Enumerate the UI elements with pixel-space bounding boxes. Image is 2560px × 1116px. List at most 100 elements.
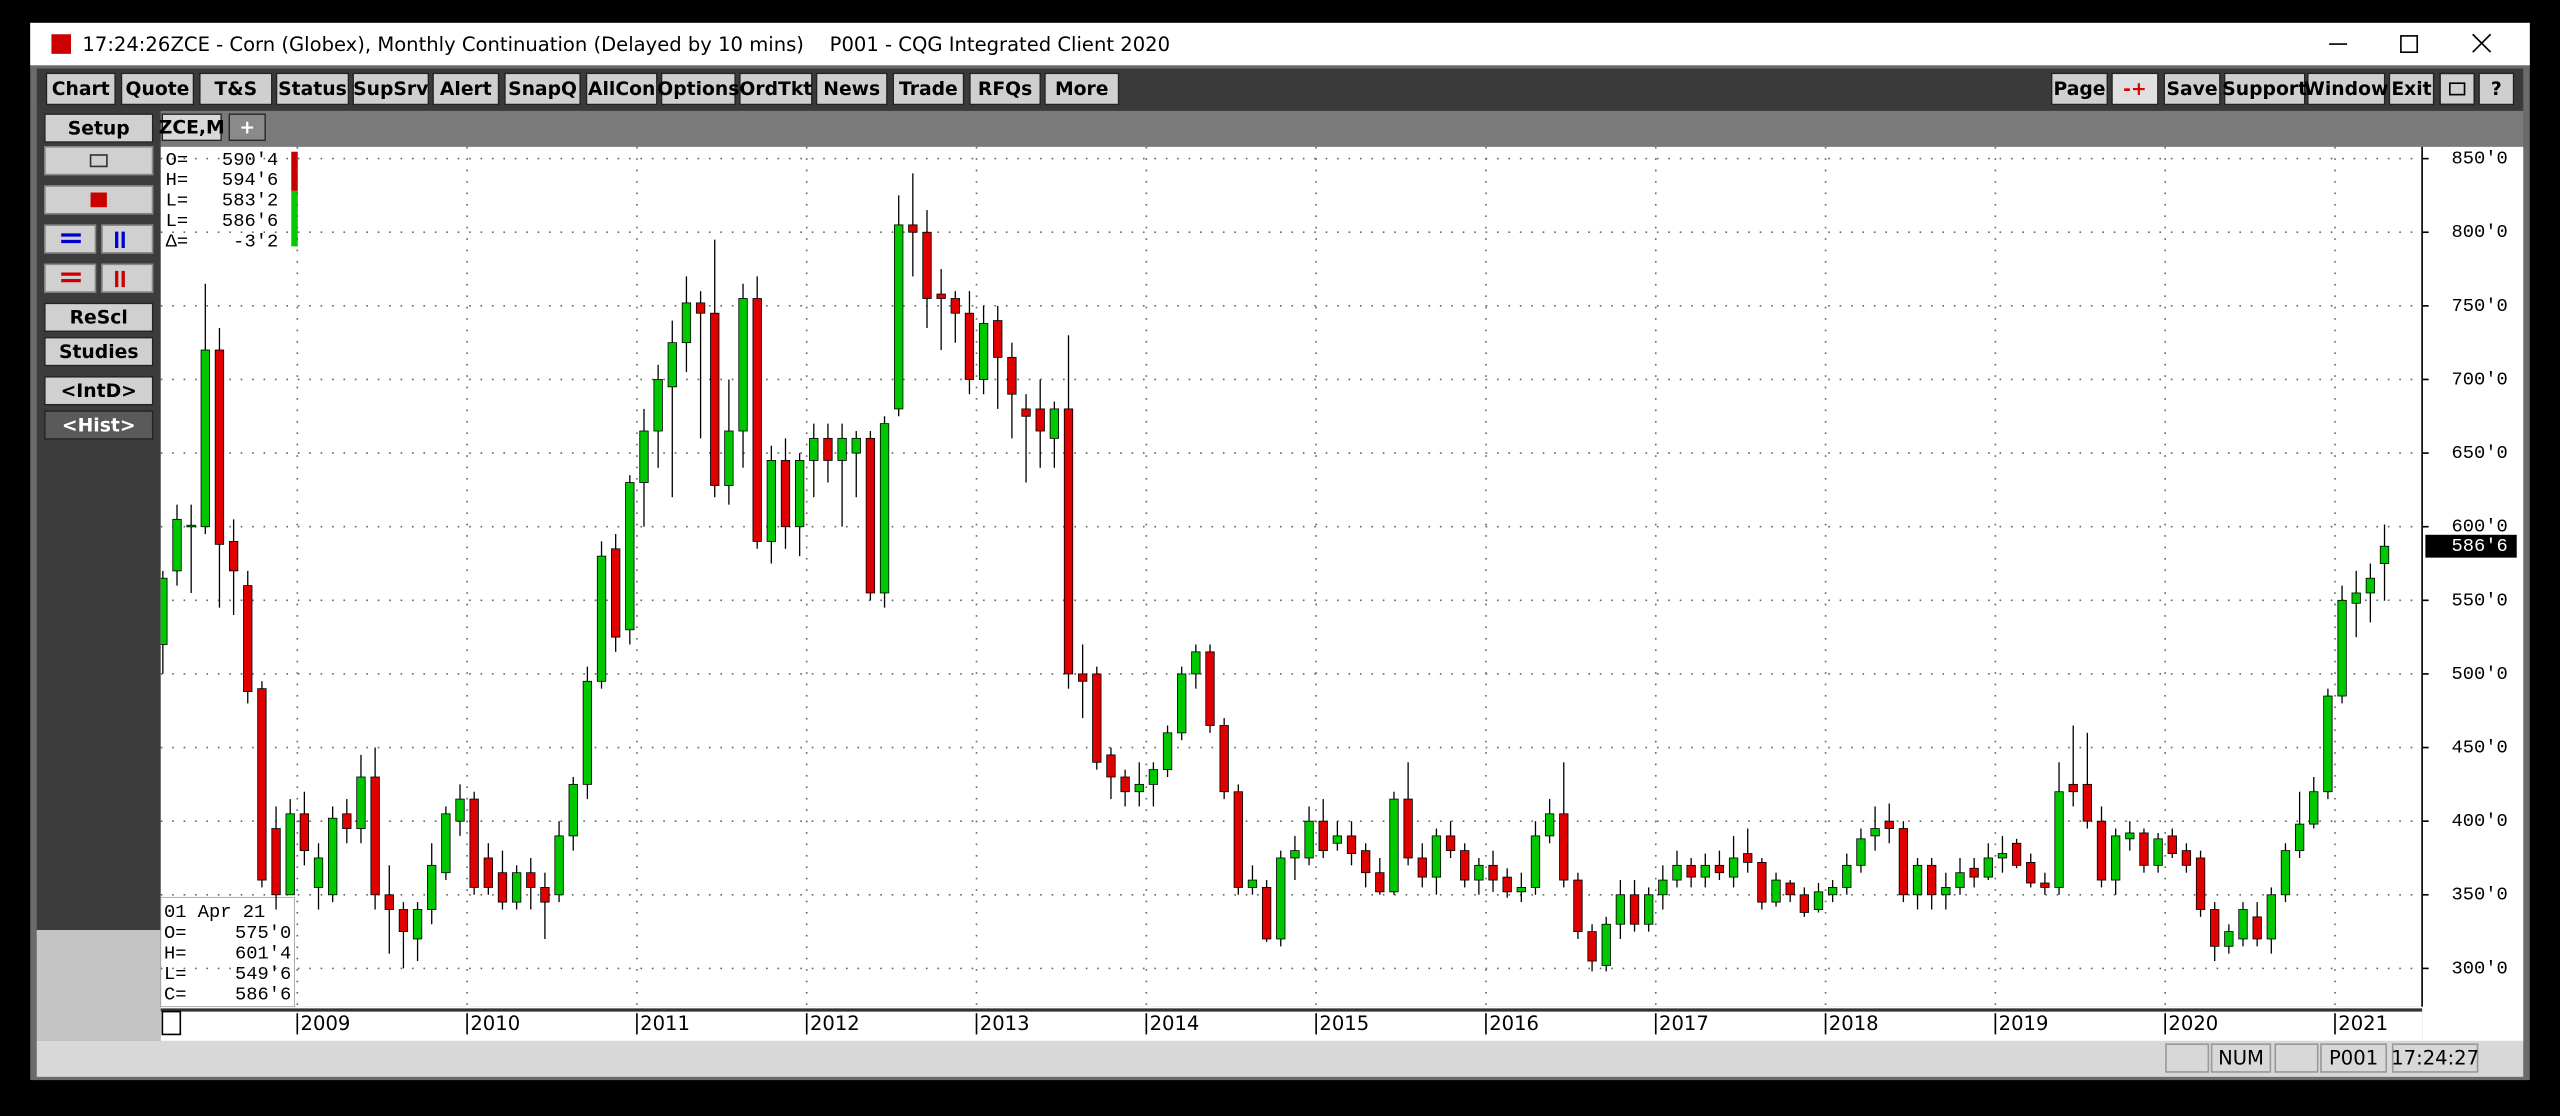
toolbar-button[interactable] [2111, 72, 2159, 106]
toolbar-button[interactable] [120, 72, 195, 106]
toolbar-button[interactable] [2051, 72, 2108, 106]
candle-body [1219, 725, 1229, 793]
side-button[interactable] [44, 376, 154, 406]
toolbar-button[interactable] [432, 72, 500, 106]
toolbar-button[interactable] [352, 72, 429, 106]
status-field [2391, 1043, 2479, 1073]
candle-body [2252, 916, 2262, 940]
toolbar-button[interactable] [275, 72, 350, 106]
candle-body [667, 342, 677, 388]
candle-body [2011, 842, 2022, 866]
candle-body [2195, 857, 2206, 910]
restore-button[interactable] [2439, 72, 2476, 106]
candle-body [681, 302, 692, 344]
readout-key: H= [166, 169, 189, 191]
tool-button[interactable] [44, 224, 97, 254]
readout-key: L= [166, 210, 189, 232]
candle-body [441, 813, 451, 874]
print-button[interactable] [44, 146, 154, 176]
toolbar-button-label: SnapQ [508, 79, 577, 100]
candle-body [412, 909, 423, 940]
candle-body [214, 349, 225, 545]
toolbar-button[interactable] [2163, 72, 2221, 106]
toolbar-button-label: Alert [440, 79, 492, 100]
candle-body [1318, 820, 1328, 852]
candle-body [2167, 835, 2177, 854]
readout-key: C= [164, 983, 187, 1005]
toolbar-button[interactable] [585, 72, 658, 106]
y-tick-label: 450'0 [2451, 737, 2507, 759]
candle-body [1955, 872, 1965, 888]
candle-body [1615, 894, 1626, 925]
candle-body [936, 293, 946, 299]
candle-body [455, 798, 465, 822]
y-tick-label: 300'0 [2451, 957, 2507, 979]
toolbar-button[interactable] [660, 72, 736, 106]
candle-body [172, 518, 182, 572]
candle-body [1728, 857, 1739, 878]
toolbar-button[interactable] [45, 72, 116, 106]
candle-body [1488, 864, 1498, 881]
candle-body [950, 298, 960, 314]
tool-button[interactable] [101, 224, 154, 254]
toolbar-button-label: Exit [2391, 79, 2431, 100]
candle-body [1460, 850, 1470, 881]
side-button[interactable] [44, 410, 154, 440]
candle-body [1686, 864, 1696, 878]
candle-body [809, 437, 819, 461]
toolbar-button[interactable] [2307, 72, 2386, 106]
toolbar-button[interactable] [2224, 72, 2306, 106]
tab[interactable] [161, 113, 222, 141]
candle-body [1785, 882, 1795, 896]
candle-body [342, 813, 352, 829]
toolbar-button[interactable] [892, 72, 965, 106]
candle-body [1714, 864, 1725, 874]
candle-body [582, 680, 593, 785]
scroll-box[interactable] [161, 1010, 182, 1036]
toolbar-button[interactable] [969, 72, 1041, 106]
candle-body [639, 430, 649, 483]
toolbar-button[interactable] [739, 72, 813, 106]
new-tab[interactable] [228, 113, 266, 141]
candle-body [1092, 673, 1102, 763]
candles [160, 173, 2390, 972]
candle-body [993, 320, 1003, 358]
toolbar-button[interactable] [815, 72, 888, 106]
y-tick-label: 850'0 [2451, 148, 2507, 170]
toolbar-button[interactable] [2388, 72, 2435, 106]
toolbar-button[interactable] [2478, 72, 2515, 106]
close[interactable] [2472, 33, 2492, 53]
candle-body [1134, 783, 1144, 793]
maximize[interactable] [2400, 35, 2419, 54]
toolbar-button-label: ? [2491, 79, 2502, 100]
candle-body [1601, 923, 1611, 966]
status-bar [36, 1040, 2524, 1077]
side-button[interactable] [44, 302, 154, 332]
candle-body [554, 835, 564, 896]
candle-body [2238, 909, 2248, 940]
tool-button[interactable] [44, 263, 97, 293]
toolbar-button-label: Page [2053, 79, 2105, 100]
x-tick-label: 2014 [1150, 1012, 1200, 1035]
candle-body [695, 302, 706, 314]
toolbar-button[interactable] [504, 72, 581, 106]
candle-body [1969, 867, 1979, 878]
toolbar-button-label: RFQs [978, 79, 1032, 100]
candle-body [1332, 835, 1343, 844]
toolbar-button[interactable] [199, 72, 273, 106]
tool-button[interactable] [101, 263, 154, 293]
candle-body [200, 349, 210, 528]
candle-body [2139, 832, 2149, 866]
readout-value: 601'4 [235, 943, 291, 965]
x-tick-label: 2021 [2338, 1012, 2388, 1035]
toolbar-button[interactable] [1044, 72, 1120, 106]
readout-value: 590'4 [222, 149, 278, 171]
candle-body [285, 813, 295, 896]
tab-label: ZCE,M [159, 118, 225, 139]
y-tick-label: 400'0 [2451, 810, 2507, 832]
side-button[interactable] [44, 337, 154, 367]
candle-body [1389, 798, 1399, 893]
side-button[interactable] [44, 113, 154, 143]
candle-body [2096, 820, 2107, 881]
